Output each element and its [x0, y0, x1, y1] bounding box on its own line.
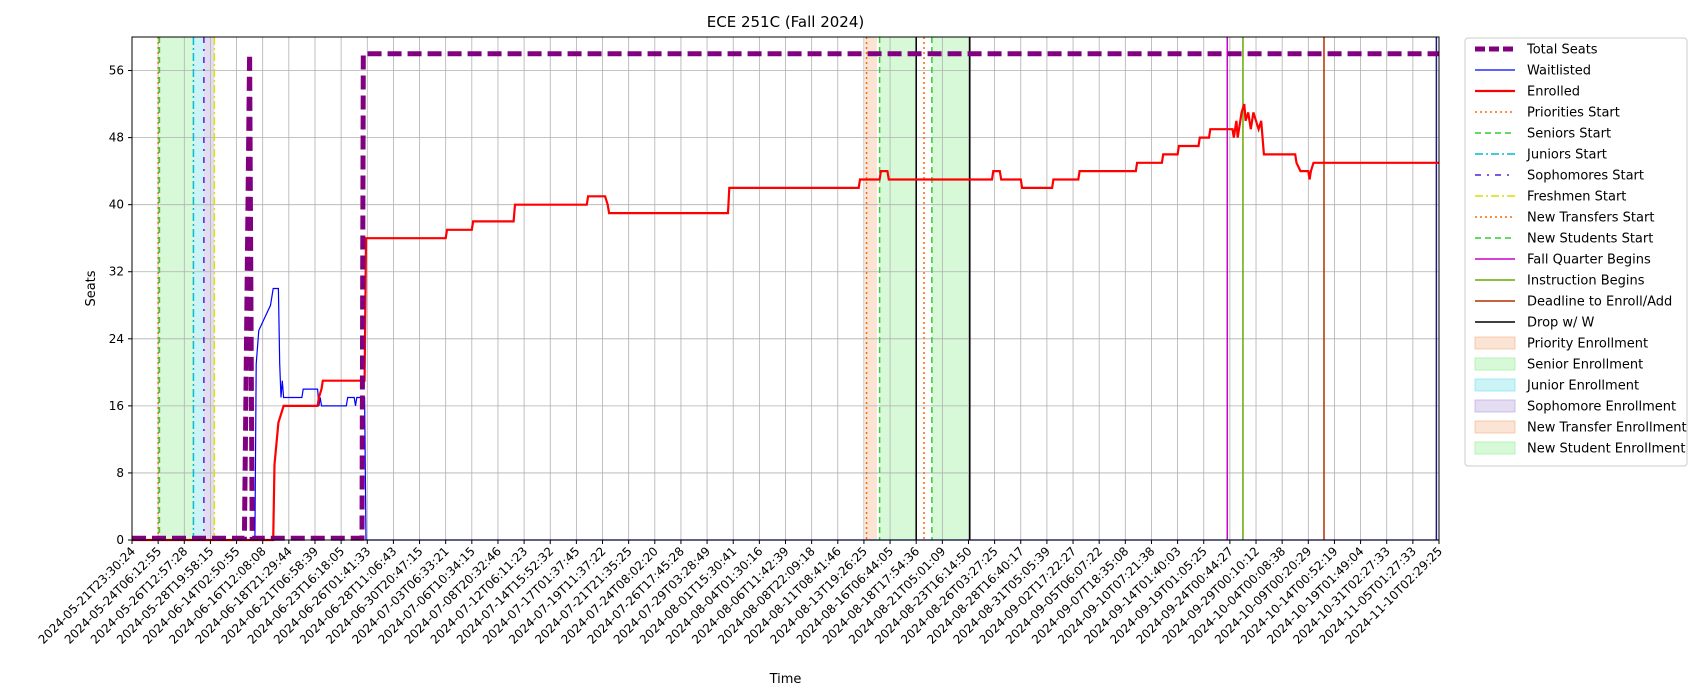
legend-label: Seniors Start: [1527, 127, 1611, 142]
legend-item: Sophomores Start: [1475, 169, 1644, 184]
legend-item: Drop w/ W: [1475, 316, 1595, 331]
x-axis-label: Time: [769, 672, 802, 687]
span-senior-enrollment: [159, 37, 194, 540]
legend-item: Seniors Start: [1475, 127, 1611, 142]
legend-swatch: [1474, 357, 1516, 371]
legend-label: Priority Enrollment: [1527, 337, 1648, 352]
legend-swatch: [1474, 336, 1516, 350]
legend-item: Priority Enrollment: [1474, 336, 1648, 352]
legend-label: Freshmen Start: [1527, 190, 1626, 205]
legend-label: New Transfer Enrollment: [1527, 421, 1687, 436]
legend-label: Deadline to Enroll/Add: [1527, 295, 1672, 310]
legend-label: Senior Enrollment: [1527, 358, 1643, 373]
legend-label: Waitlisted: [1527, 64, 1591, 79]
legend-label: Fall Quarter Begins: [1527, 253, 1651, 268]
x-axis: 2024-05-21T23:30:242024-05-24T06:12:5520…: [36, 540, 1445, 647]
legend-swatch: [1474, 420, 1516, 434]
legend-item: New Student Enrollment: [1474, 441, 1685, 457]
legend-item: Senior Enrollment: [1474, 357, 1643, 373]
legend-label: Drop w/ W: [1527, 316, 1595, 331]
legend-label: Sophomores Start: [1527, 169, 1644, 184]
span-sophomore-enrollment: [203, 37, 215, 540]
legend-label: Juniors Start: [1526, 148, 1607, 163]
legend-swatch: [1474, 399, 1516, 413]
chart-title: ECE 251C (Fall 2024): [707, 13, 865, 31]
legend-item: Waitlisted: [1475, 64, 1591, 79]
event-lines: [157, 37, 1438, 540]
y-axis-label: Seats: [84, 270, 99, 306]
series-waitlisted: [132, 287, 1439, 541]
y-tick-label: 8: [116, 466, 124, 480]
legend-item: Fall Quarter Begins: [1475, 253, 1651, 268]
series-enrolled: [132, 103, 1439, 542]
legend-swatch: [1474, 378, 1516, 392]
legend-label: New Student Enrollment: [1527, 442, 1685, 457]
legend-label: Sophomore Enrollment: [1527, 400, 1676, 415]
legend-item: Total Seats: [1475, 43, 1598, 58]
legend-label: New Students Start: [1527, 232, 1653, 247]
legend-label: Total Seats: [1526, 43, 1598, 58]
span-junior-enrollment: [193, 37, 204, 540]
span-priority-enrollment: [865, 37, 877, 540]
legend-label: Priorities Start: [1527, 106, 1620, 121]
grid: [131, 37, 1440, 541]
y-axis: 0 8 16 24 32 40 48 56: [109, 64, 132, 547]
y-tick-label: 24: [109, 332, 124, 346]
y-tick-label: 0: [116, 533, 124, 547]
span-new-student-enrollment: [879, 37, 917, 540]
legend-item: Priorities Start: [1475, 106, 1620, 121]
legend-item: Sophomore Enrollment: [1474, 399, 1676, 415]
legend-item: Junior Enrollment: [1474, 378, 1639, 394]
series-total-seats: [132, 51, 1439, 541]
legend-item: New Transfer Enrollment: [1474, 420, 1687, 436]
y-tick-label: 40: [109, 198, 124, 212]
legend-item: Freshmen Start: [1475, 190, 1626, 205]
legend-item: Juniors Start: [1475, 148, 1607, 163]
legend-item: Instruction Begins: [1475, 274, 1645, 289]
enrollment-spans: [159, 37, 970, 540]
y-tick-label: 48: [109, 131, 124, 145]
y-tick-label: 32: [109, 265, 124, 279]
legend-item: New Students Start: [1475, 232, 1653, 247]
legend-swatch: [1474, 441, 1516, 455]
span-new-student-enrollment: [931, 37, 970, 540]
legend: Total Seats Waitlisted Enrolled Priorities …: [1464, 37, 1688, 467]
series: [132, 51, 1439, 542]
legend-label: New Transfers Start: [1527, 211, 1654, 226]
legend-item: Deadline to Enroll/Add: [1475, 295, 1672, 310]
legend-label: Instruction Begins: [1527, 274, 1645, 289]
legend-label: Enrolled: [1527, 85, 1580, 100]
legend-item: New Transfers Start: [1475, 211, 1654, 226]
y-tick-label: 16: [109, 399, 124, 413]
legend-label: Junior Enrollment: [1526, 379, 1639, 394]
legend-frame: [1464, 37, 1688, 467]
legend-item: Enrolled: [1475, 85, 1580, 100]
y-tick-label: 56: [109, 64, 124, 78]
